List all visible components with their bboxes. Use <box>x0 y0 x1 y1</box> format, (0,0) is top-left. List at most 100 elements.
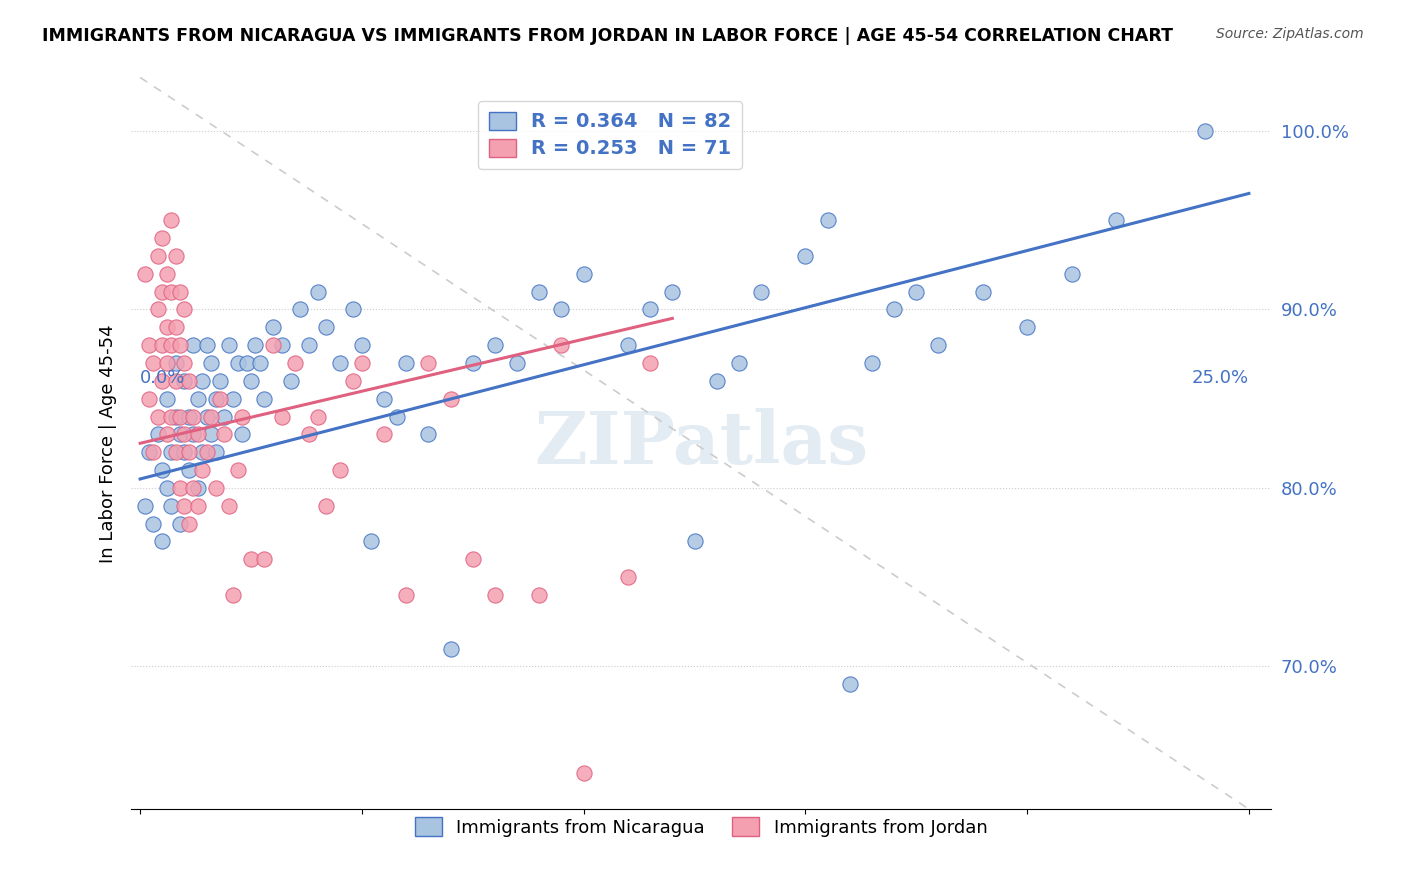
Point <box>195 445 218 459</box>
Point <box>661 285 683 299</box>
Point <box>183 409 205 424</box>
Point <box>240 374 263 388</box>
Point <box>156 356 179 370</box>
Point <box>150 285 173 299</box>
Point <box>177 409 200 424</box>
Legend: Immigrants from Nicaragua, Immigrants from Jordan: Immigrants from Nicaragua, Immigrants fr… <box>408 810 994 844</box>
Point <box>187 499 209 513</box>
Point <box>1017 320 1039 334</box>
Point <box>160 285 183 299</box>
Point <box>156 481 179 495</box>
Point <box>142 516 165 531</box>
Point <box>169 409 191 424</box>
Point <box>134 267 156 281</box>
Point <box>418 356 440 370</box>
Point <box>298 338 321 352</box>
Point <box>794 249 817 263</box>
Point <box>183 481 205 495</box>
Point <box>177 516 200 531</box>
Point <box>156 427 179 442</box>
Text: ZIPatlas: ZIPatlas <box>534 408 869 479</box>
Point <box>280 374 302 388</box>
Point <box>200 409 222 424</box>
Point <box>150 374 173 388</box>
Point <box>173 302 195 317</box>
Text: 25.0%: 25.0% <box>1192 368 1249 386</box>
Point <box>249 356 271 370</box>
Point <box>231 409 253 424</box>
Point <box>315 320 337 334</box>
Point <box>683 534 706 549</box>
Point <box>860 356 883 370</box>
Point <box>288 302 311 317</box>
Point <box>395 588 418 602</box>
Point <box>240 552 263 566</box>
Point <box>506 356 529 370</box>
Point <box>165 249 187 263</box>
Point <box>329 356 352 370</box>
Point <box>191 445 214 459</box>
Point <box>187 481 209 495</box>
Point <box>231 427 253 442</box>
Point <box>307 409 329 424</box>
Point <box>142 445 165 459</box>
Point <box>1105 213 1128 227</box>
Point <box>461 356 484 370</box>
Point <box>439 392 461 406</box>
Point <box>156 392 179 406</box>
Point <box>150 338 173 352</box>
Point <box>350 356 373 370</box>
Point <box>138 338 160 352</box>
Point <box>173 499 195 513</box>
Point <box>214 409 236 424</box>
Point <box>728 356 751 370</box>
Point <box>187 427 209 442</box>
Point <box>638 356 661 370</box>
Point <box>138 392 160 406</box>
Point <box>191 374 214 388</box>
Point <box>638 302 661 317</box>
Point <box>146 249 169 263</box>
Point <box>550 302 572 317</box>
Point <box>200 356 222 370</box>
Point <box>905 285 928 299</box>
Point <box>284 356 307 370</box>
Point <box>1194 124 1216 138</box>
Point <box>226 356 249 370</box>
Point <box>706 374 728 388</box>
Point <box>169 285 191 299</box>
Point <box>208 392 231 406</box>
Point <box>165 320 187 334</box>
Point <box>146 302 169 317</box>
Point <box>1060 267 1083 281</box>
Text: Source: ZipAtlas.com: Source: ZipAtlas.com <box>1216 27 1364 41</box>
Point <box>204 481 226 495</box>
Point <box>373 392 395 406</box>
Point <box>271 338 294 352</box>
Point <box>173 445 195 459</box>
Point <box>134 499 156 513</box>
Point <box>360 534 382 549</box>
Point <box>484 588 506 602</box>
Point <box>165 356 187 370</box>
Point <box>529 285 551 299</box>
Point <box>235 356 257 370</box>
Point <box>146 427 169 442</box>
Point <box>165 374 187 388</box>
Point <box>253 552 276 566</box>
Point <box>245 338 267 352</box>
Point <box>142 356 165 370</box>
Point <box>315 499 337 513</box>
Point <box>271 409 294 424</box>
Point <box>617 338 640 352</box>
Point <box>183 427 205 442</box>
Point <box>160 409 183 424</box>
Point <box>572 267 595 281</box>
Y-axis label: In Labor Force | Age 45-54: In Labor Force | Age 45-54 <box>100 324 117 563</box>
Point <box>307 285 329 299</box>
Text: IMMIGRANTS FROM NICARAGUA VS IMMIGRANTS FROM JORDAN IN LABOR FORCE | AGE 45-54 C: IMMIGRANTS FROM NICARAGUA VS IMMIGRANTS … <box>42 27 1173 45</box>
Point <box>262 320 284 334</box>
Point <box>350 338 373 352</box>
Point <box>484 338 506 352</box>
Point <box>342 374 364 388</box>
